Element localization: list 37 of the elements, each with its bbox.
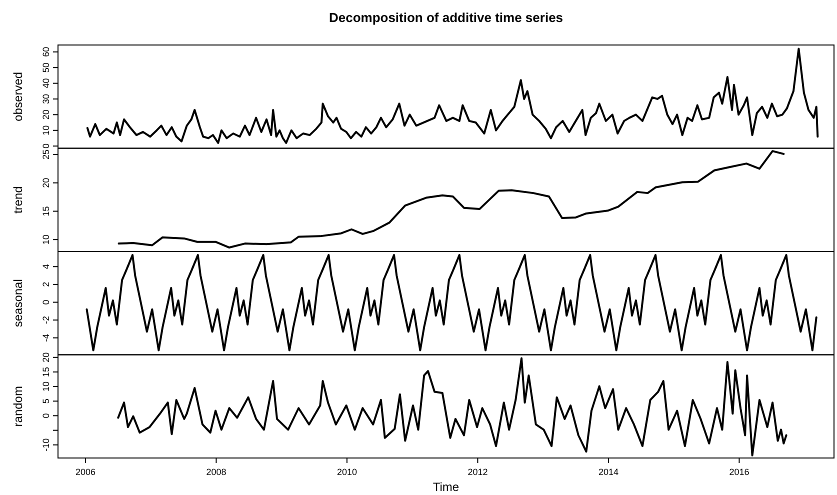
x-tick-label: 2014 <box>598 467 618 477</box>
y-tick-label: 25 <box>41 149 51 160</box>
y-tick-label: -10 <box>41 438 51 452</box>
y-tick-label: 40 <box>41 78 51 88</box>
chart-title: Decomposition of additive time series <box>328 10 564 25</box>
y-axis-title: random <box>11 386 25 427</box>
line-series <box>86 48 819 144</box>
y-tick-label: 15 <box>41 366 51 377</box>
y-tick-label: 20 <box>41 110 51 120</box>
y-tick-label: 0 <box>41 144 51 149</box>
x-tick-label: 2006 <box>75 467 96 477</box>
y-tick-label: 20 <box>41 178 51 188</box>
line-series <box>86 254 818 352</box>
y-tick-label: -2 <box>41 316 51 324</box>
x-axis-title: Time <box>432 480 460 494</box>
y-tick-label: 4 <box>41 264 51 270</box>
y-axis-title: observed <box>11 72 25 122</box>
y-tick-label: 10 <box>41 382 51 392</box>
y-tick-label: 50 <box>41 62 51 73</box>
y-tick-label: 20 <box>41 352 51 362</box>
x-tick-label: 2010 <box>336 467 357 477</box>
x-tick-label: 2008 <box>206 467 226 477</box>
line-series <box>118 150 785 249</box>
y-axis-title: trend <box>11 186 25 214</box>
y-tick-label: 10 <box>41 125 51 136</box>
y-tick-label: 10 <box>41 234 51 245</box>
y-tick-label: 0 <box>41 413 51 418</box>
y-tick-label: 0 <box>41 300 51 305</box>
y-tick-label: 5 <box>41 398 51 404</box>
x-tick-label: 2012 <box>468 467 488 477</box>
y-tick-label: 2 <box>41 282 51 287</box>
y-tick-label: 30 <box>41 94 51 104</box>
y-tick-label: -4 <box>41 334 51 342</box>
y-tick-label: 60 <box>41 46 51 57</box>
x-tick-label: 2016 <box>729 467 750 477</box>
y-tick-label: 15 <box>41 206 51 216</box>
y-axis-title: seasonal <box>11 279 25 328</box>
